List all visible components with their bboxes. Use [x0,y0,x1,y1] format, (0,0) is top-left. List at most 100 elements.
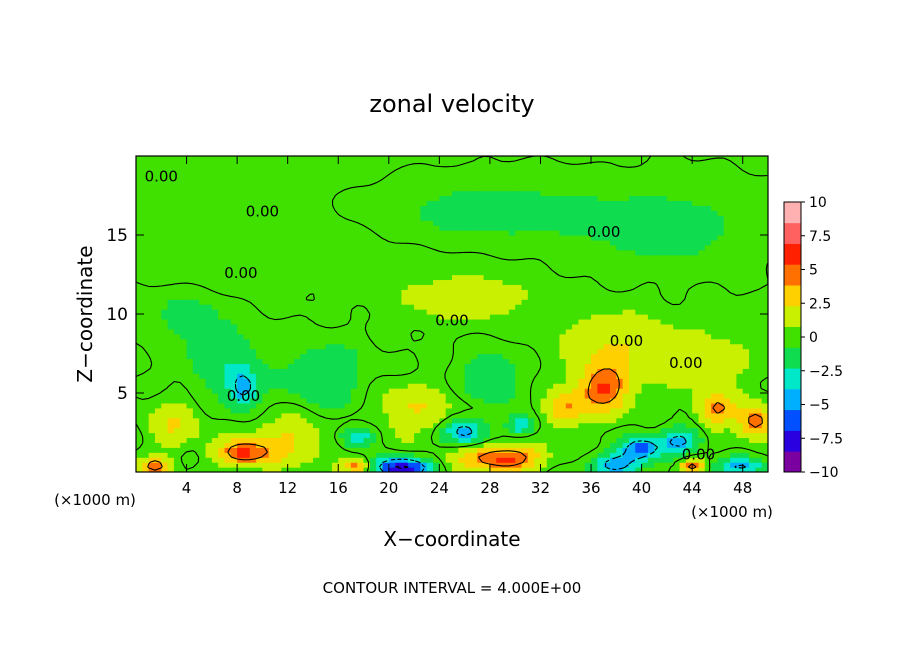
heat-cell [312,388,320,394]
heat-cell [685,289,693,295]
heat-cell [357,269,365,276]
heat-cell [723,407,731,414]
heat-cell [167,402,175,409]
heat-cell [553,353,561,360]
heat-cell [407,437,415,443]
heat-cell [572,299,579,305]
heat-cell [489,393,497,399]
heat-cell [597,343,605,350]
heat-cell [458,417,466,424]
heat-cell [723,225,731,231]
heat-cell [433,304,440,310]
heat-cell [268,264,276,271]
heat-cell [376,452,384,458]
heat-cell [559,284,567,290]
heat-cell [477,447,485,453]
heat-cell [401,289,409,295]
heat-cell [704,417,712,424]
heat-cell [515,343,523,350]
heat-cell [439,402,447,409]
heat-cell [350,328,358,335]
heat-cell [742,274,750,281]
heat-cell [565,338,573,345]
heat-cell [508,328,516,335]
heat-cell [527,338,535,345]
heat-cell [749,368,756,374]
heat-cell [401,412,409,419]
heat-cell [420,442,428,448]
heat-cell [679,462,687,468]
heat-cell [502,422,510,429]
heat-cell [666,373,674,379]
heat-cell [452,264,459,271]
heat-cell [256,358,263,364]
heat-cell [635,373,643,379]
heat-cell [622,225,630,231]
heat-cell [363,333,371,340]
heat-cell [477,363,485,369]
heat-cell [660,225,668,231]
heat-cell [711,467,719,472]
heat-cell [224,353,232,360]
heat-cell [496,294,504,300]
heat-cell [761,259,768,266]
heat-cell [350,269,358,276]
heat-cell [154,417,162,424]
heat-cell [496,417,504,424]
heat-cell [597,225,605,231]
heat-cell [154,279,162,285]
heat-cell [161,338,169,345]
heat-cell [237,338,245,345]
heat-cell [635,289,643,295]
heat-cell [192,427,200,434]
heat-cell [755,244,763,251]
heat-cell [711,393,719,399]
heat-cell [369,393,377,399]
heat-cell [262,259,270,266]
heat-cell [736,323,744,330]
heat-cell [534,309,542,315]
heat-cell [755,259,763,266]
heat-cell [350,368,358,374]
heat-cell [173,249,181,256]
heat-cell [312,397,320,404]
heat-cell [452,447,459,453]
heat-cell [275,284,282,290]
heat-cell [508,432,516,439]
heat-cell [357,318,365,325]
heat-cell [679,388,687,394]
heat-cell [218,274,226,281]
heat-cell [382,412,390,419]
heat-cell [199,254,207,261]
heat-cell [698,309,706,315]
heat-cell [742,230,750,236]
heat-cell [344,407,352,414]
heat-cell [325,412,333,419]
heat-cell [685,457,693,463]
heat-cell [369,274,377,281]
heat-cell [161,402,169,409]
heat-cell [692,338,700,345]
heat-cell [382,442,390,448]
heat-cell [363,279,371,285]
heat-cell [136,447,143,453]
heat-cell [603,383,611,389]
heat-cell [635,294,643,300]
heat-cell [692,249,700,256]
heat-cell [319,412,327,419]
heat-cell [173,289,181,295]
heat-cell [167,259,175,266]
heat-cell [395,230,403,236]
heat-cell [578,294,586,300]
heat-cell [319,244,327,251]
heat-cell [401,388,409,394]
heat-cell [628,314,636,320]
heat-cell [237,388,245,394]
heat-cell [698,368,706,374]
heat-cell [704,309,712,315]
heat-cell [180,447,188,453]
heat-cell [237,373,245,379]
heat-cell [192,437,200,443]
heat-cell [553,462,561,468]
heat-cell [616,279,624,285]
